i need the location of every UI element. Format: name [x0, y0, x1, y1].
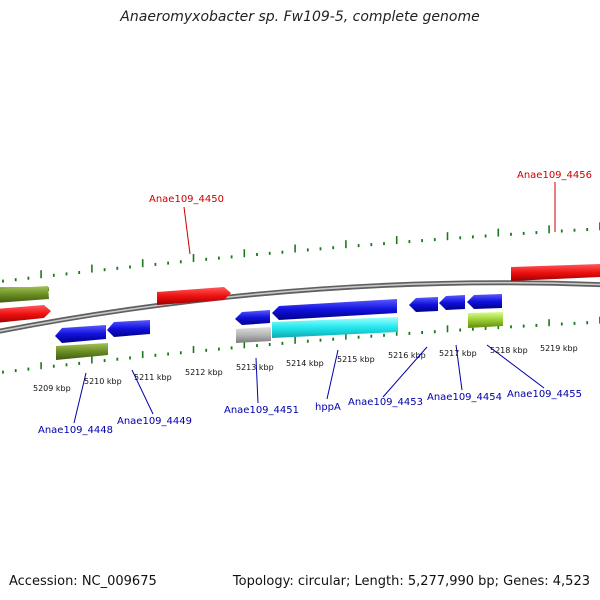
gene-label-4455[interactable]: Anae109_4455 — [507, 389, 582, 400]
accession-text: Accession: NC_009675 — [9, 574, 157, 589]
axis-tick-label: 5212 kbp — [185, 368, 223, 377]
gene-arrow-blue-4449[interactable] — [107, 320, 150, 337]
gene-arrow-olive-left[interactable] — [0, 286, 49, 303]
axis-tick-label: 5209 kbp — [33, 384, 71, 393]
gene-label-4454[interactable]: Anae109_4454 — [427, 392, 502, 403]
axis-tick-label: 5210 kbp — [84, 377, 122, 386]
genome-title: Anaeromyxobacter sp. Fw109-5, complete g… — [120, 9, 480, 25]
gene-arrow-grey[interactable] — [236, 327, 271, 343]
gene-label-4448[interactable]: Anae109_4448 — [38, 425, 113, 436]
outer-tick-ring — [2, 222, 600, 283]
genome-summary-text: Topology: circular; Length: 5,277,990 bp… — [232, 574, 590, 589]
gene-arrow-blue-4455[interactable] — [467, 294, 502, 309]
gene-arrow-blue-hppA[interactable] — [272, 299, 397, 320]
leader-4451 — [255, 357, 259, 404]
leader-hppA — [326, 349, 339, 400]
leader-4455 — [486, 344, 545, 389]
gene-label-4456[interactable]: Anae109_4456 — [517, 170, 592, 181]
leader-4453 — [382, 346, 428, 398]
inner-tick-ring — [2, 316, 600, 374]
gene-label-4453[interactable]: Anae109_4453 — [348, 397, 423, 408]
gene-arrow-blue-4454[interactable] — [439, 295, 465, 310]
gene-arrow-red-left[interactable] — [0, 305, 51, 323]
leader-4450 — [183, 206, 191, 255]
leader-4449 — [131, 369, 154, 415]
gene-arrow-red-4456[interactable] — [511, 264, 600, 281]
gene-label-4450[interactable]: Anae109_4450 — [149, 194, 224, 205]
leader-4448 — [73, 372, 87, 424]
gene-arrow-blue-4448[interactable] — [55, 325, 106, 343]
axis-tick-label: 5214 kbp — [286, 359, 324, 368]
axis-tick-label: 5211 kbp — [134, 373, 172, 382]
gene-arrow-olive-minus[interactable] — [56, 343, 108, 360]
leader-4454 — [455, 344, 463, 391]
axis-tick-label: 5218 kbp — [490, 346, 528, 355]
axis-tick-label: 5213 kbp — [236, 363, 274, 372]
axis-tick-label: 5215 kbp — [337, 355, 375, 364]
gene-arrow-blue-4453[interactable] — [409, 297, 438, 312]
gene-arrow-red-4450[interactable] — [157, 287, 231, 305]
gene-arrow-lime[interactable] — [468, 312, 503, 328]
axis-tick-label: 5217 kbp — [439, 349, 477, 358]
axis-tick-label: 5219 kbp — [540, 344, 578, 353]
genome-backbone-highlight — [0, 281, 600, 332]
gene-label-4449[interactable]: Anae109_4449 — [117, 416, 192, 427]
gene-arrow-blue-4451[interactable] — [235, 310, 270, 325]
gene-label-hppA[interactable]: hppA — [315, 402, 341, 413]
axis-tick-label: 5216 kbp — [388, 351, 426, 360]
gene-arrow-cyan[interactable] — [272, 317, 398, 338]
gene-label-4451[interactable]: Anae109_4451 — [224, 405, 299, 416]
